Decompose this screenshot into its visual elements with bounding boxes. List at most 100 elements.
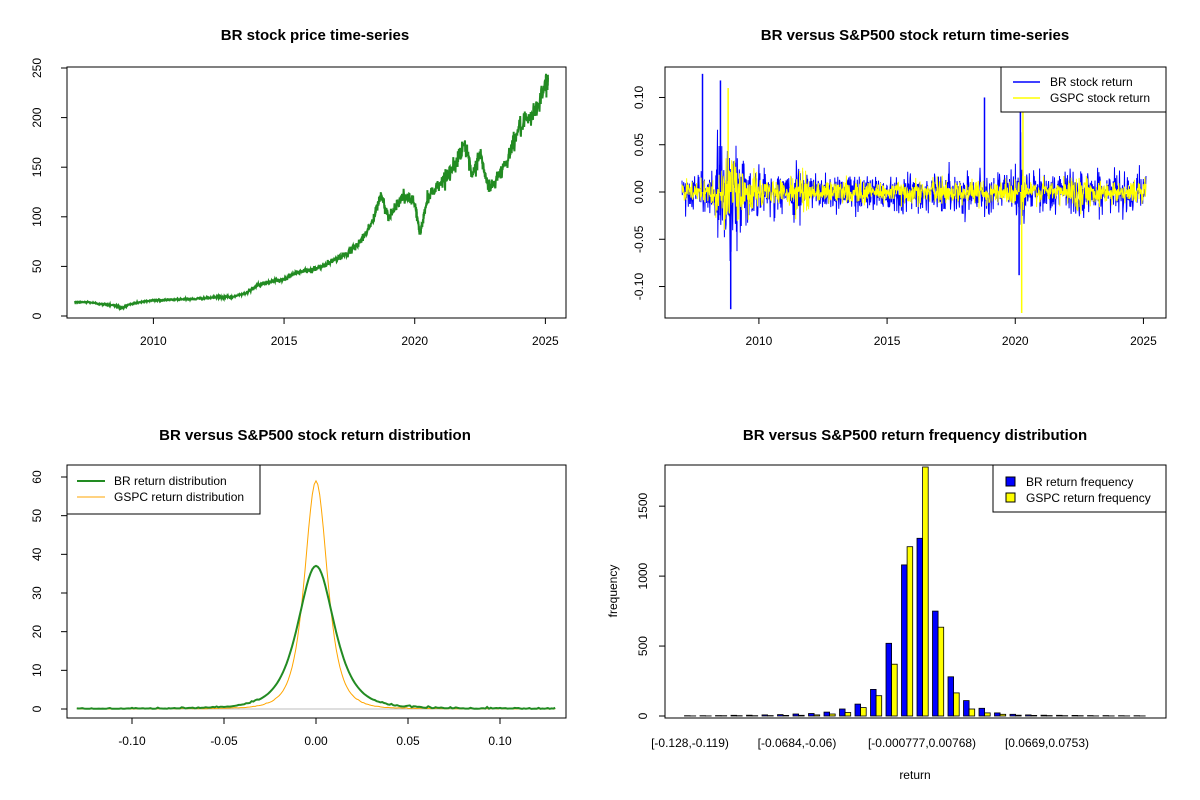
legend: BR return distribution GSPC return distr…	[66, 464, 261, 515]
br-frequency-bar	[854, 703, 861, 717]
x-tick-label: 2015	[271, 334, 298, 348]
y-tick-label: 0.10	[632, 85, 646, 109]
y-tick-label: 0.00	[632, 180, 646, 204]
gspc-density-line	[76, 479, 556, 710]
gspc-frequency-bar	[891, 663, 898, 717]
y-tick-label: 1500	[636, 492, 650, 519]
legend-box	[66, 464, 261, 515]
gspc-frequency-bar	[829, 713, 836, 717]
gspc-frequency-bar	[1030, 715, 1038, 717]
y-tick-label: 1000	[636, 562, 650, 589]
y-tick-label: 0	[30, 312, 44, 319]
y-tick-label: 100	[30, 206, 44, 226]
legend-swatch-br	[1005, 476, 1016, 487]
br-frequency-bar	[885, 642, 892, 717]
y-axis-label: frequency	[606, 565, 620, 618]
legend-swatch-gspc	[1005, 492, 1016, 503]
gspc-frequency-bar	[984, 712, 991, 717]
br-frequency-bar	[978, 707, 985, 717]
br-frequency-bar	[730, 714, 737, 717]
br-frequency-bar	[746, 714, 753, 717]
br-frequency-bar	[792, 713, 799, 717]
br-density-line	[76, 564, 556, 710]
x-tick-label: 2025	[532, 334, 559, 348]
y-tick-label: 40	[30, 547, 44, 561]
y-tick-label: -0.05	[632, 225, 646, 253]
y-tick-label: 0	[30, 705, 44, 712]
legend-label-gspc: GSPC return frequency	[1026, 491, 1151, 505]
gspc-frequency-bar	[937, 626, 945, 717]
y-tick-label: -0.10	[632, 273, 646, 301]
y-tick-label: 60	[30, 470, 44, 484]
y-tick-label: 250	[30, 58, 44, 78]
price-series-line	[74, 73, 549, 312]
gspc-frequency-bar	[844, 712, 852, 717]
x-tick-label: [-0.000777,0.00768)	[868, 736, 976, 750]
gspc-frequency-bar	[875, 695, 883, 717]
y-tick-label: 0	[636, 712, 650, 719]
br-frequency-bar	[761, 714, 768, 717]
gspc-frequency-bar	[922, 466, 929, 717]
br-frequency-bar	[1040, 714, 1047, 717]
br-frequency-bar	[1056, 714, 1063, 717]
legend: BR stock return GSPC stock return	[1000, 66, 1167, 113]
x-tick-label: 2020	[401, 334, 428, 348]
br-frequency-bar	[777, 714, 784, 717]
x-tick-label: [0.0669,0.0753)	[1005, 736, 1089, 750]
x-tick-label: [-0.128,-0.119)	[651, 736, 729, 750]
y-tick-label: 50	[30, 509, 44, 523]
x-tick-label: 0.05	[396, 734, 420, 748]
plot-frame	[664, 464, 1167, 719]
y-tick-label: 30	[30, 586, 44, 600]
br-frequency-bar	[1071, 715, 1078, 717]
gspc-frequency-bar	[953, 692, 960, 717]
y-tick-label: 150	[30, 157, 44, 177]
legend-label-br: BR stock return	[1050, 75, 1133, 89]
br-frequency-bar	[839, 708, 846, 717]
panel-price: BR stock price time-series 2010 2015 2020 2…	[30, 27, 567, 348]
gspc-frequency-bar	[813, 714, 821, 717]
gspc-frequency-bar	[1015, 714, 1022, 717]
gspc-frequency-bar	[782, 715, 790, 717]
legend-label-br: BR return frequency	[1026, 475, 1133, 489]
x-tick-label: 2015	[874, 334, 901, 348]
gspc-frequency-bar	[906, 546, 914, 717]
legend: BR return frequency GSPC return frequenc…	[992, 464, 1167, 513]
legend-box	[992, 464, 1167, 513]
y-tick-label: 10	[30, 663, 44, 677]
y-tick-label: 50	[30, 259, 44, 273]
br-frequency-bar	[1009, 713, 1016, 717]
panel-returns: BR versus S&P500 stock return time-serie…	[632, 27, 1167, 348]
br-frequency-bar	[870, 689, 877, 717]
gspc-return-line	[681, 158, 1147, 231]
x-tick-label: [-0.0684,-0.06)	[758, 736, 837, 750]
br-frequency-bar	[932, 610, 939, 717]
y-tick-label: 500	[636, 636, 650, 656]
legend-label-br: BR return distribution	[114, 474, 227, 488]
x-tick-label: 0.00	[304, 734, 328, 748]
br-frequency-bar	[1025, 714, 1032, 717]
br-frequency-bar	[823, 711, 830, 717]
br-frequency-bar	[994, 712, 1001, 717]
y-tick-label: 200	[30, 107, 44, 127]
chart-title: BR versus S&P500 return frequency distri…	[743, 427, 1087, 444]
chart-title: BR versus S&P500 stock return distributi…	[159, 427, 471, 444]
y-tick-label: 20	[30, 625, 44, 639]
gspc-frequency-bar	[798, 714, 805, 717]
gspc-frequency-bar	[968, 708, 976, 717]
x-tick-label: 2010	[746, 334, 773, 348]
x-tick-label: -0.05	[210, 734, 238, 748]
br-frequency-bar	[808, 713, 815, 717]
br-frequency-bar	[947, 676, 954, 717]
legend-label-gspc: GSPC stock return	[1050, 91, 1150, 105]
panel-density: BR versus S&P500 stock return distributi…	[30, 427, 567, 748]
x-axis-label: return	[899, 768, 930, 782]
legend-label-gspc: GSPC return distribution	[114, 490, 244, 504]
plot-frame	[66, 66, 567, 319]
legend-box	[1000, 66, 1167, 113]
panel-histogram: BR versus S&P500 return frequency distri…	[606, 427, 1167, 782]
br-frequency-bar	[916, 537, 923, 717]
chart-title: BR versus S&P500 stock return time-serie…	[761, 27, 1069, 44]
gspc-frequency-bar	[999, 713, 1007, 717]
